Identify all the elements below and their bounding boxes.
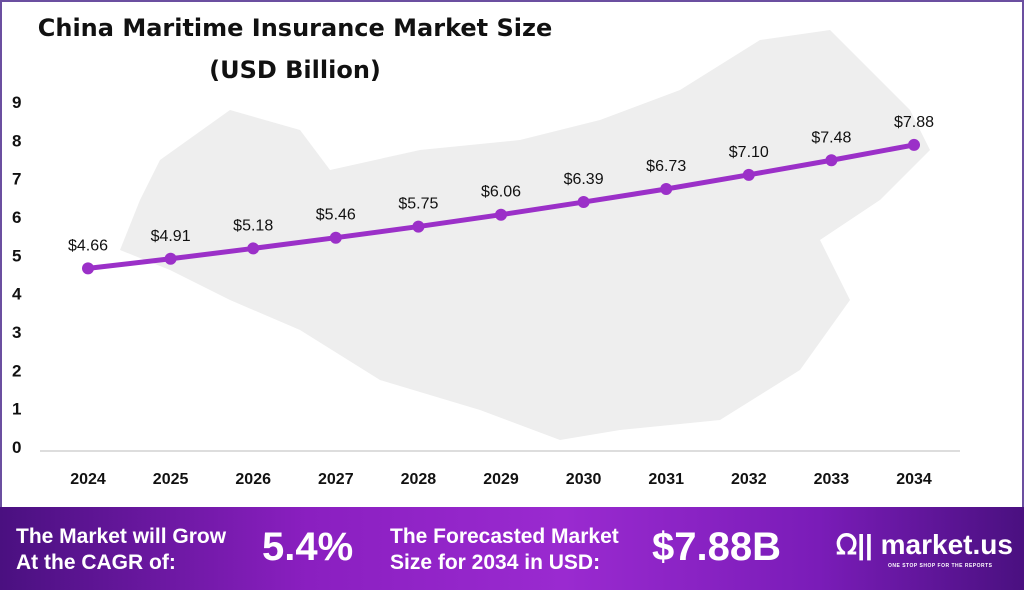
data-point	[908, 138, 920, 151]
brand-logo: ᘯ|| market.us	[836, 529, 1013, 562]
x-tick-label: 2034	[896, 471, 932, 488]
x-tick-label: 2033	[814, 471, 850, 488]
data-point	[164, 252, 177, 265]
data-point	[82, 262, 94, 275]
data-label: $6.06	[481, 184, 521, 201]
data-label: $6.73	[646, 158, 686, 175]
data-label: $5.18	[233, 217, 273, 234]
data-label: $4.91	[151, 228, 191, 245]
forecast-value: $7.88B	[652, 525, 781, 569]
cagr-value: 5.4%	[262, 525, 354, 569]
x-tick-label: 2030	[566, 471, 602, 488]
cagr-label-line1: The Market will Grow	[16, 525, 227, 548]
y-tick-label: 1	[12, 400, 21, 419]
data-point	[825, 154, 838, 167]
line-chart: 0 1 2 3 4 5 6 7 8 9 2024 2025 2026 2027 2028 2029 2030 20…	[12, 30, 960, 488]
brand-tagline: ONE STOP SHOP FOR THE REPORTS	[888, 563, 993, 569]
data-label: $5.75	[398, 196, 438, 213]
data-label: $7.48	[811, 129, 851, 146]
data-label: $5.46	[316, 207, 356, 224]
y-tick-label: 9	[12, 93, 21, 112]
chart-title: China Maritime Insurance Market Size	[37, 14, 553, 42]
footer-banner: The Market will Grow At the CAGR of: 5.4…	[0, 507, 1024, 590]
y-tick-label: 4	[12, 285, 22, 304]
x-tick-label: 2028	[401, 471, 437, 488]
x-tick-label: 2032	[731, 471, 767, 488]
y-tick-label: 2	[12, 361, 21, 380]
x-tick-label: 2031	[648, 471, 684, 488]
data-label: $7.88	[894, 114, 934, 131]
x-tick-label: 2029	[483, 471, 519, 488]
data-label: $4.66	[68, 237, 108, 254]
chart-subtitle: (USD Billion)	[209, 56, 381, 84]
forecast-label-line1: The Forecasted Market	[390, 525, 619, 548]
brand-name: market.us	[880, 529, 1013, 560]
y-tick-label: 6	[12, 208, 21, 227]
china-map-background	[120, 30, 930, 440]
data-point	[742, 168, 755, 181]
data-point	[329, 231, 342, 244]
data-label: $7.10	[729, 144, 769, 161]
y-tick-label: 3	[12, 323, 21, 342]
x-tick-label: 2024	[70, 471, 106, 488]
forecast-label-line2: Size for 2034 in USD:	[390, 551, 601, 574]
x-tick-label: 2025	[153, 471, 189, 488]
data-label: $6.39	[564, 171, 604, 188]
y-tick-label: 0	[12, 438, 21, 457]
y-tick-label: 5	[12, 246, 21, 265]
data-point	[577, 196, 590, 209]
y-tick-label: 8	[12, 131, 21, 150]
data-point	[495, 208, 507, 221]
x-tick-label: 2027	[318, 471, 354, 488]
y-tick-label: 7	[12, 170, 21, 189]
data-point	[247, 242, 260, 255]
data-point	[660, 183, 673, 196]
x-tick-label: 2026	[235, 471, 271, 488]
cagr-label-line2: At the CAGR of:	[16, 551, 176, 574]
data-point	[412, 220, 425, 233]
logo-icon: ᘯ||	[836, 529, 881, 560]
